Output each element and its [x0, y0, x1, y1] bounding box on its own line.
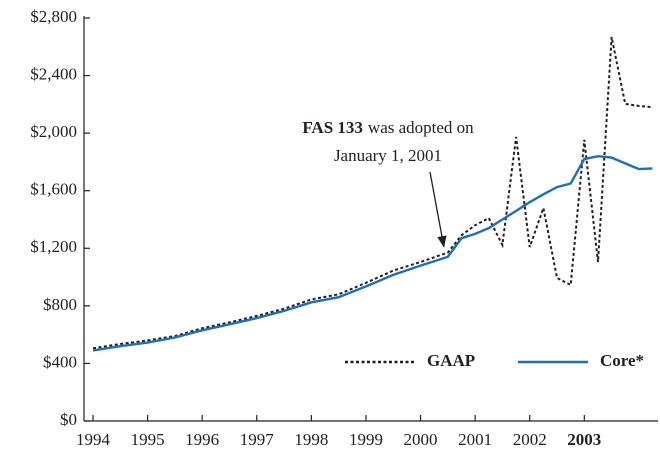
- series-line: [92, 36, 653, 350]
- x-tick-label: 1996: [185, 430, 219, 449]
- x-tick-label: 1997: [240, 430, 275, 449]
- annotation-bold: FAS 133: [302, 118, 363, 137]
- y-tick-label: $2,800: [30, 7, 77, 26]
- y-tick-label: $1,600: [30, 180, 77, 199]
- x-tick-label: 1994: [76, 430, 111, 449]
- y-tick-label: $1,200: [30, 237, 77, 256]
- annotation-text: January 1, 2001: [334, 146, 442, 165]
- x-tick-label: 2002: [513, 430, 547, 449]
- y-tick-label: $2,000: [30, 122, 77, 141]
- annotation-text: was adopted on: [368, 118, 474, 137]
- annotation: FAS 133 was adopted on: [302, 118, 474, 137]
- y-tick-label: $2,400: [30, 64, 77, 83]
- series-line: [92, 154, 653, 352]
- x-tick-label: 2001: [458, 430, 492, 449]
- y-tick-label: $800: [43, 295, 77, 314]
- annotation-arrow: [429, 171, 447, 248]
- legend-label: Core*: [600, 351, 644, 370]
- x-tick-label: 1999: [349, 430, 383, 449]
- x-tick-label: 2000: [404, 430, 438, 449]
- legend-label: GAAP: [427, 351, 475, 370]
- x-tick-label: 1995: [131, 430, 165, 449]
- x-tick-label: 1998: [294, 430, 328, 449]
- y-tick-label: $400: [43, 352, 77, 371]
- y-tick-label: $0: [60, 410, 77, 429]
- x-tick-label: 2003: [567, 430, 601, 449]
